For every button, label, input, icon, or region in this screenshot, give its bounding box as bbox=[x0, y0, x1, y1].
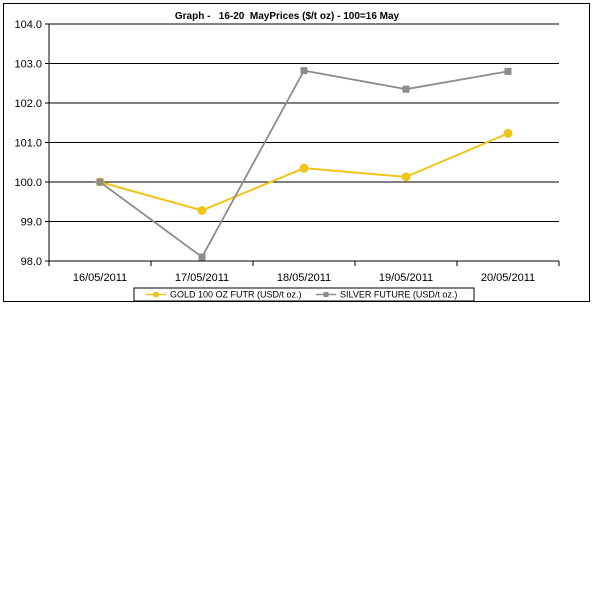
data-point bbox=[503, 128, 513, 138]
legend-label: SILVER FUTURE (USD/t oz.) bbox=[340, 290, 457, 300]
data-point bbox=[198, 253, 206, 261]
legend-marker bbox=[153, 291, 159, 298]
data-point bbox=[197, 205, 207, 215]
data-point bbox=[504, 67, 512, 75]
y-tick-labels: 98.0 99.0 100.0 101.0 102.0 103.0 104.0 bbox=[14, 19, 42, 268]
x-tick-label: 20/05/2011 bbox=[481, 272, 535, 284]
chart-frame: Graph - 16-20 MayPrices ($/t oz) - 100=1… bbox=[3, 3, 590, 302]
y-tick-label: 103.0 bbox=[14, 59, 42, 71]
x-tick-label: 19/05/2011 bbox=[379, 272, 433, 284]
data-point bbox=[299, 163, 309, 173]
legend: GOLD 100 OZ FUTR (USD/t oz.) SILVER FUTUR… bbox=[133, 287, 475, 301]
legend-label: GOLD 100 OZ FUTR (USD/t oz.) bbox=[170, 290, 302, 300]
y-tick-label: 98.0 bbox=[21, 256, 42, 268]
x-tick-label: 17/05/2011 bbox=[175, 272, 229, 284]
data-point bbox=[402, 85, 410, 93]
x-tick-label: 16/05/2011 bbox=[73, 272, 127, 284]
y-tick-label: 99.0 bbox=[21, 217, 42, 229]
x-tick-labels: 16/05/2011 17/05/2011 18/05/2011 19/05/2011… bbox=[73, 272, 535, 284]
data-point bbox=[96, 178, 104, 186]
legend-box bbox=[133, 287, 475, 301]
data-point bbox=[401, 172, 411, 182]
gridlines bbox=[49, 23, 559, 262]
y-tick-label: 101.0 bbox=[14, 138, 42, 150]
series-lines bbox=[95, 67, 513, 261]
data-point bbox=[300, 67, 308, 75]
legend-marker bbox=[323, 292, 329, 297]
chart-title: Graph - 16-20 MayPrices ($/t oz) - 100=1… bbox=[175, 11, 400, 22]
y-tick-label: 102.0 bbox=[14, 98, 42, 110]
line-chart: Graph - 16-20 MayPrices ($/t oz) - 100=1… bbox=[14, 11, 560, 301]
y-tick-label: 104.0 bbox=[14, 19, 42, 31]
x-tick-label: 18/05/2011 bbox=[277, 272, 331, 284]
y-tick-label: 100.0 bbox=[14, 177, 42, 189]
axes bbox=[45, 23, 560, 266]
